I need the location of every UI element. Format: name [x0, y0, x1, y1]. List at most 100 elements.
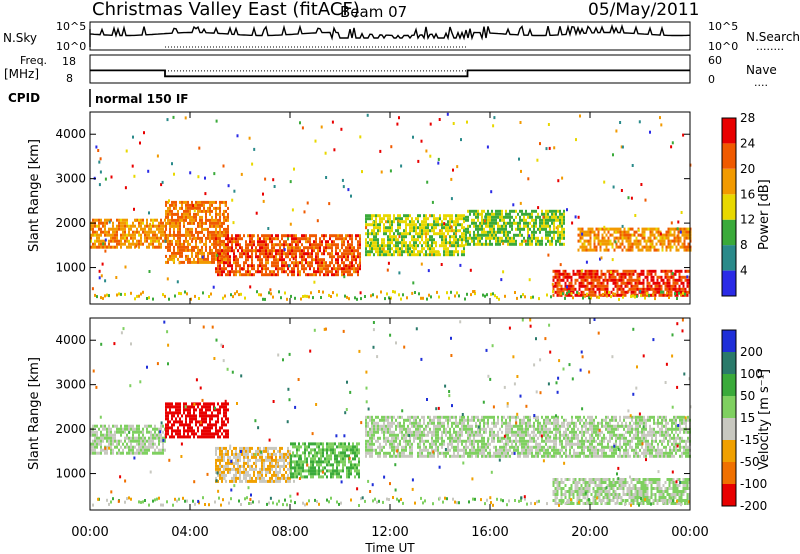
- echo-cell: [152, 242, 154, 246]
- echo-cell: [201, 414, 203, 418]
- colorbar-tick-label: 4: [740, 264, 748, 278]
- echo-cell: [169, 435, 171, 439]
- echo-cell: [612, 287, 615, 291]
- echo-cell: [383, 223, 385, 227]
- echo-cell: [421, 232, 423, 236]
- echo-cell: [195, 414, 197, 418]
- echo-cell: [247, 234, 249, 238]
- echo-cell: [241, 246, 243, 250]
- echo-cell: [237, 452, 239, 456]
- echo-cell: [399, 253, 401, 257]
- echo-cell: [602, 292, 604, 296]
- echo-cell: [547, 215, 549, 219]
- echo-cell: [193, 245, 195, 249]
- echo-cell: [175, 408, 177, 412]
- echo-cell: [263, 243, 265, 247]
- echo-cell: [634, 287, 637, 291]
- echo-cell: [650, 272, 653, 276]
- echo-cell: [229, 461, 231, 465]
- echo-cell: [277, 473, 279, 477]
- echo-cell: [551, 221, 553, 225]
- echo-cell: [191, 417, 193, 421]
- echo-cell: [584, 269, 587, 273]
- echo-cell: [328, 448, 330, 452]
- echo-cell: [405, 229, 407, 233]
- echo-cell: [165, 435, 167, 439]
- echo-cell: [189, 218, 191, 222]
- echo-cell: [213, 408, 215, 412]
- echo-cell: [559, 218, 561, 222]
- echo-cell: [631, 233, 634, 237]
- echo-cell: [593, 245, 596, 249]
- echo-cell: [535, 236, 537, 240]
- echo-cell: [261, 458, 263, 462]
- echo-cell: [179, 402, 181, 406]
- echo-cell: [343, 240, 345, 244]
- echo-cell: [203, 411, 205, 415]
- echo-cell: [235, 270, 237, 274]
- echo-cell: [491, 227, 493, 231]
- echo-cell: [277, 273, 279, 277]
- echo-cell: [477, 242, 479, 246]
- echo-cell: [94, 448, 96, 452]
- echo-cell: [682, 291, 684, 295]
- echo-cell: [243, 249, 245, 253]
- echo-cell: [253, 240, 255, 244]
- echo-cell: [612, 272, 615, 276]
- echo-cell: [549, 233, 551, 237]
- echo-cell: [528, 278, 531, 282]
- echo-cell: [273, 452, 275, 456]
- echo-cell: [619, 236, 622, 240]
- echo-cell: [251, 467, 253, 471]
- echo-cell: [423, 220, 425, 224]
- echo-cell: [183, 215, 185, 219]
- echo-cell: [449, 241, 451, 245]
- echo-cell: [102, 427, 104, 431]
- echo-cell: [275, 461, 277, 465]
- echo-cell: [314, 448, 316, 452]
- echo-cell: [142, 430, 144, 434]
- echo-cell: [340, 445, 342, 449]
- echo-cell: [677, 239, 680, 243]
- echo-cell: [98, 183, 101, 187]
- echo-cell: [380, 290, 382, 294]
- echo-cell: [225, 227, 227, 231]
- echo-cell: [312, 460, 314, 464]
- colorbar-segment: [722, 143, 736, 169]
- echo-cell: [433, 241, 435, 245]
- echo-cell: [165, 417, 167, 421]
- echo-cell: [114, 433, 116, 437]
- echo-cell: [195, 242, 197, 246]
- echo-cell: [521, 227, 523, 231]
- echo-cell: [215, 249, 217, 253]
- echo-cell: [460, 138, 462, 142]
- echo-cell: [162, 230, 164, 234]
- echo-cell: [377, 445, 379, 449]
- echo-cell: [160, 227, 162, 231]
- echo-cell: [463, 226, 465, 230]
- echo-cell: [357, 270, 359, 274]
- echo-cell: [267, 449, 269, 453]
- echo-cell: [669, 227, 672, 231]
- echo-cell: [415, 238, 417, 242]
- echo-cell: [273, 237, 275, 241]
- echo-cell: [559, 236, 561, 240]
- echo-cell: [421, 247, 423, 251]
- echo-cell: [589, 227, 592, 231]
- echo-cell: [417, 232, 419, 236]
- echo-cell: [370, 294, 372, 298]
- echo-cell: [211, 236, 213, 240]
- echo-cell: [185, 215, 187, 219]
- echo-cell: [427, 229, 429, 233]
- echo-cell: [219, 449, 221, 453]
- echo-cell: [509, 212, 511, 216]
- echo-cell: [294, 466, 296, 470]
- echo-cell: [225, 435, 227, 439]
- echo-cell: [353, 267, 355, 271]
- echo-cell: [313, 246, 315, 250]
- echo-cell: [486, 145, 489, 149]
- echo-cell: [219, 206, 221, 210]
- cpid-label: CPID: [8, 91, 40, 105]
- echo-cell: [264, 297, 266, 301]
- echo-cell: [273, 449, 275, 453]
